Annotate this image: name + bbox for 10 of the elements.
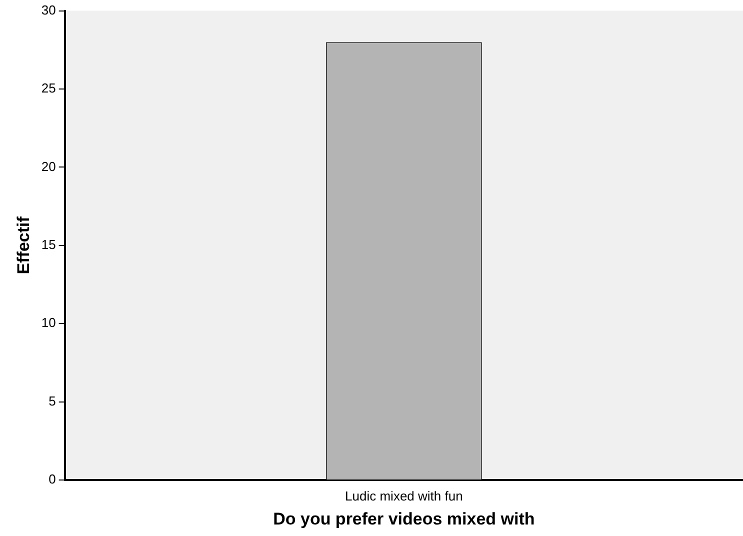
y-axis-title: Effectif xyxy=(14,216,33,274)
y-tick-label: 10 xyxy=(41,315,56,330)
y-tick-label: 5 xyxy=(48,393,56,408)
x-tick-label: Ludic mixed with fun xyxy=(345,488,463,504)
y-tick-label: 20 xyxy=(41,158,56,174)
y-tick-label: 30 xyxy=(41,2,56,18)
y-tick-label: 0 xyxy=(48,472,56,487)
x-axis-title: Do you prefer videos mixed with xyxy=(273,509,535,528)
y-tick-label: 25 xyxy=(41,80,56,96)
y-tick-label: 15 xyxy=(41,236,56,252)
